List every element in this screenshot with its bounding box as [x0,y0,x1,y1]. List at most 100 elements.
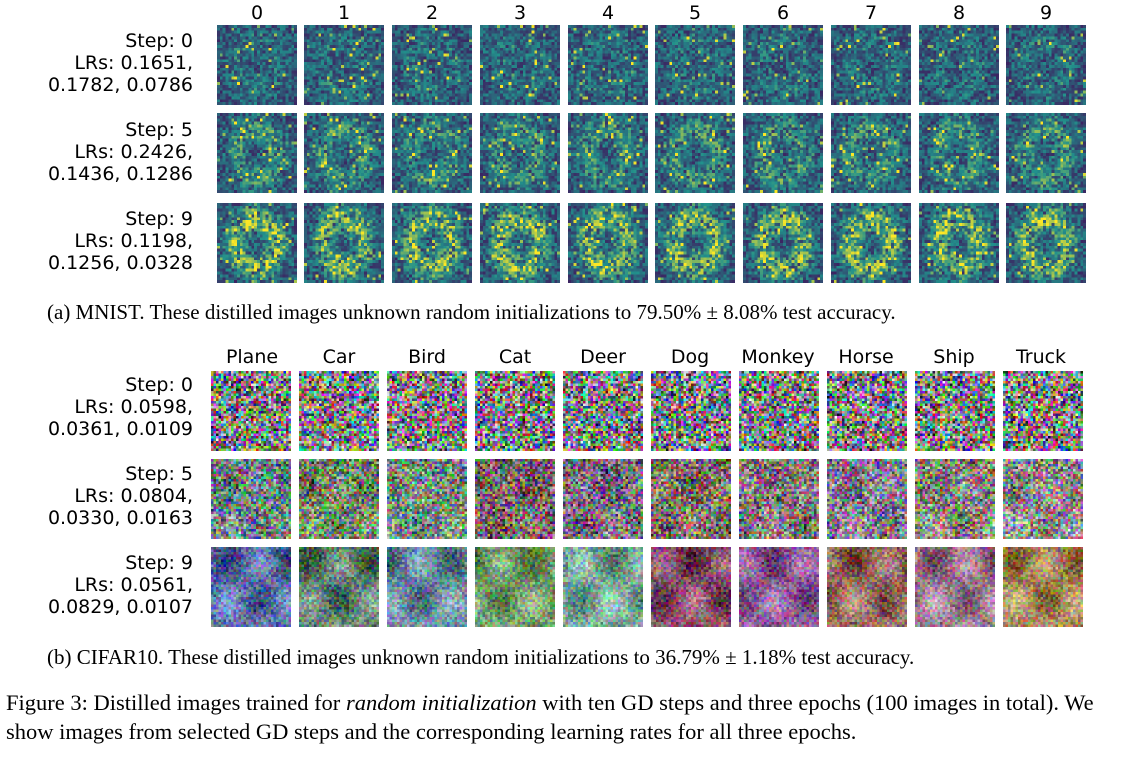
lr-label: 0.1436, 0.1286 [47,163,193,185]
cifar-distilled-image [475,371,555,451]
mnist-distilled-image [568,113,648,193]
cifar-column-label: Dog [670,346,710,368]
mnist-distilled-image [743,25,823,105]
lr-label: 0.0330, 0.0163 [47,507,193,529]
mnist-subcaption: (a) MNIST. These distilled images unknow… [47,300,896,324]
caption-prefix: Figure 3: Distilled images trained for [6,690,346,715]
lr-label: 0.1256, 0.0328 [47,252,193,274]
cifar-distilled-image [475,459,555,539]
cifar-distilled-image [739,371,819,451]
mnist-column-label: 4 [601,2,615,24]
mnist-distilled-image [831,113,911,193]
step-label: Step: 0 [125,374,193,396]
step-label: Step: 9 [125,208,193,230]
step-label: Step: 9 [125,552,193,574]
mnist-column-label: 7 [864,2,878,24]
lr-label: 0.0829, 0.0107 [47,596,193,618]
cifar-distilled-image [211,459,291,539]
mnist-column-label: 1 [337,2,351,24]
cifar-distilled-image [563,371,643,451]
figure-caption: Figure 3: Distilled images trained for r… [6,688,1118,746]
mnist-distilled-image [919,113,999,193]
cifar-distilled-image [1003,371,1083,451]
cifar-column-label: Deer [580,346,626,368]
mnist-distilled-image [1006,25,1086,105]
cifar-distilled-image [651,459,731,539]
mnist-distilled-image [480,203,560,283]
mnist-distilled-image [480,113,560,193]
mnist-distilled-image [655,25,735,105]
step-label: Step: 5 [125,119,193,141]
cifar-column-label: Ship [933,346,975,368]
mnist-distilled-image [919,203,999,283]
mnist-column-label: 9 [1039,2,1053,24]
cifar-column-label: Horse [838,346,894,368]
mnist-distilled-image [568,203,648,283]
cifar-distilled-image [299,459,379,539]
mnist-distilled-image [743,203,823,283]
mnist-column-label: 3 [513,2,527,24]
cifar-row-label: Step: 0 LRs: 0.0598, 0.0361, 0.0109 [48,374,193,440]
mnist-distilled-image [568,25,648,105]
cifar-distilled-image [211,547,291,627]
cifar-distilled-image [739,547,819,627]
caption-emphasis: random initialization [345,690,537,715]
mnist-distilled-image [304,25,384,105]
step-label: Step: 0 [125,30,193,52]
cifar-column-label: Plane [225,346,279,368]
mnist-distilled-image [831,25,911,105]
cifar-distilled-image [1003,459,1083,539]
mnist-distilled-image [217,25,297,105]
cifar-distilled-image [827,459,907,539]
lr-label: LRs: 0.2426, [74,141,193,163]
mnist-distilled-image [304,203,384,283]
cifar-subcaption: (b) CIFAR10. These distilled images unkn… [47,645,915,669]
cifar-distilled-image [299,371,379,451]
mnist-column-label: 8 [952,2,966,24]
mnist-column-label: 5 [688,2,702,24]
cifar-distilled-image [651,371,731,451]
mnist-column-label: 6 [776,2,790,24]
lr-label: LRs: 0.1198, [74,230,193,252]
cifar-column-label: Bird [408,346,446,368]
mnist-distilled-image [217,203,297,283]
cifar-distilled-image [299,547,379,627]
cifar-distilled-image [387,371,467,451]
cifar-column-label: Cat [498,346,532,368]
mnist-row-label: Step: 0 LRs: 0.1651, 0.1782, 0.0786 [48,30,193,96]
mnist-distilled-image [304,113,384,193]
lr-label: LRs: 0.0804, [74,485,193,507]
mnist-distilled-image [217,113,297,193]
mnist-row-label: Step: 9 LRs: 0.1198, 0.1256, 0.0328 [48,208,193,274]
cifar-row-label: Step: 9 LRs: 0.0561, 0.0829, 0.0107 [48,552,193,618]
mnist-column-label: 0 [250,2,264,24]
lr-label: LRs: 0.0598, [74,396,193,418]
cifar-distilled-image [387,459,467,539]
cifar-distilled-image [211,371,291,451]
cifar-distilled-image [563,459,643,539]
mnist-distilled-image [392,25,472,105]
mnist-distilled-image [655,113,735,193]
mnist-distilled-image [1006,203,1086,283]
cifar-distilled-image [915,547,995,627]
cifar-distilled-image [915,371,995,451]
cifar-row-label: Step: 5 LRs: 0.0804, 0.0330, 0.0163 [48,463,193,529]
lr-label: 0.1782, 0.0786 [47,74,193,96]
mnist-distilled-image [919,25,999,105]
mnist-distilled-image [831,203,911,283]
cifar-distilled-image [739,459,819,539]
mnist-distilled-image [655,203,735,283]
mnist-distilled-image [392,113,472,193]
mnist-column-label: 2 [425,2,439,24]
mnist-distilled-image [743,113,823,193]
cifar-distilled-image [827,371,907,451]
mnist-distilled-image [392,203,472,283]
cifar-distilled-image [651,547,731,627]
lr-label: LRs: 0.0561, [74,574,193,596]
mnist-row-label: Step: 5 LRs: 0.2426, 0.1436, 0.1286 [48,119,193,185]
caption-suffix: with ten GD steps and three epochs (100 … [6,690,1094,744]
cifar-distilled-image [475,547,555,627]
cifar-column-label: Monkey [741,346,815,368]
cifar-distilled-image [1003,547,1083,627]
